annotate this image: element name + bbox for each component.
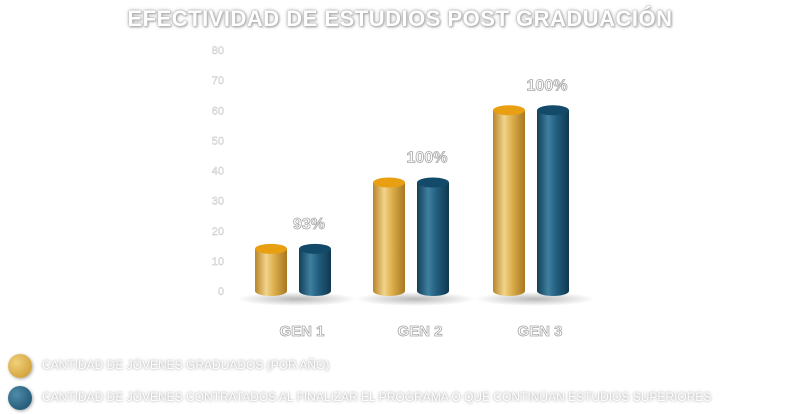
legend-item-graduados: CANTIDAD DE JÓVENES GRADUADOS (POR AÑO) [8,354,788,380]
x-tick-label: GEN 1 [279,323,324,340]
bar-cap [299,243,331,254]
legend-item-contratados: CANTIDAD DE JÓVENES CONTRATADOS AL FINAL… [8,386,788,412]
bar-contratados [417,182,449,296]
bar-contratados [537,110,569,296]
bar-cap [537,105,569,116]
bar-shadow [355,292,475,306]
bar-cap [493,105,525,116]
bar-cap [373,177,405,188]
y-tick-label: 60 [212,105,224,117]
bar-shadow [475,292,595,306]
x-tick-label: GEN 3 [517,323,562,340]
y-tick-label: 40 [212,166,224,178]
legend-label: CANTIDAD DE JÓVENES CONTRATADOS AL FINAL… [42,390,712,404]
y-tick-label: 0 [218,286,224,298]
y-tick-label: 50 [212,135,224,147]
data-label: 100% [527,77,568,94]
y-tick-label: 20 [212,226,224,238]
y-tick-label: 10 [212,256,224,268]
legend-swatch-gold [8,354,32,378]
bar-shadow [237,292,357,306]
bar-cap [255,243,287,254]
bar-cap [417,177,449,188]
bar-graduados [373,182,405,296]
data-label: 93% [293,216,325,233]
data-label: 100% [407,150,448,167]
y-tick-label: 30 [212,196,224,208]
legend-swatch-blue [8,386,32,410]
bar-graduados [493,110,525,296]
y-tick-label: 70 [212,75,224,87]
legend-label: CANTIDAD DE JÓVENES GRADUADOS (POR AÑO) [42,358,330,372]
bar-contratados [299,248,331,296]
bar-graduados [255,248,287,296]
x-tick-label: GEN 2 [397,323,442,340]
chart-title: EFECTIVIDAD DE ESTUDIOS POST GRADUACIÓN [127,6,673,31]
y-tick-label: 80 [212,45,224,57]
